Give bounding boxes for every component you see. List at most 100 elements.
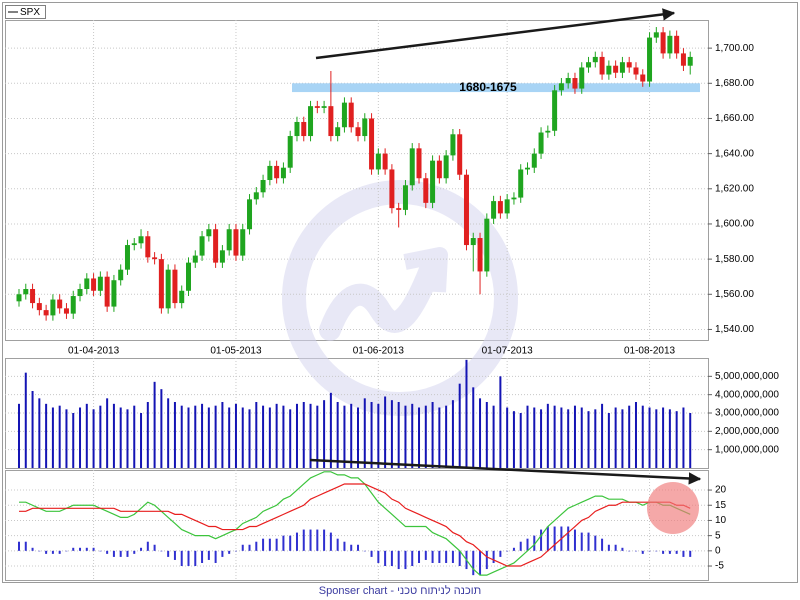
volume-bar: [45, 403, 48, 468]
volume-bar: [92, 409, 95, 468]
volume-bar: [458, 383, 461, 468]
volume-bar: [336, 402, 339, 468]
candle-body: [165, 269, 171, 309]
histogram-bar: [133, 550, 136, 554]
volume-bar: [553, 405, 556, 468]
histogram-bar: [648, 550, 651, 552]
volume-bar: [255, 402, 258, 468]
candle-body: [138, 236, 144, 244]
candle-body: [647, 37, 653, 82]
y-tick-label: 1,640.00: [715, 148, 754, 159]
volume-bar: [18, 403, 20, 468]
volume-bar: [479, 398, 482, 468]
volume-bar: [689, 413, 692, 468]
candle-body: [267, 165, 273, 180]
candle-body: [633, 67, 639, 75]
volume-bar: [160, 389, 163, 468]
histogram-bar: [397, 550, 400, 570]
volume-bar: [214, 405, 217, 468]
histogram-bar: [580, 532, 583, 551]
histogram-bar: [72, 547, 75, 551]
histogram-bar: [350, 544, 353, 551]
candle-body: [409, 148, 415, 186]
candle-body: [70, 296, 76, 314]
candle-body: [687, 56, 693, 66]
volume-bar: [438, 407, 441, 468]
histogram-bar: [92, 547, 95, 551]
y-tick-label: 5,000,000,000: [715, 371, 779, 382]
histogram-bar: [79, 547, 82, 551]
volume-bar: [641, 405, 644, 468]
candle-body: [653, 32, 659, 38]
candle-body: [43, 310, 49, 316]
volume-bar: [370, 402, 373, 468]
volume-bar: [112, 403, 115, 468]
histogram-bar: [418, 550, 421, 563]
histogram-bar: [248, 544, 251, 551]
volume-bar: [540, 409, 543, 468]
histogram-bar: [655, 550, 658, 552]
candle-body: [375, 153, 381, 170]
volume-bar: [262, 405, 265, 468]
volume-bar: [628, 405, 631, 468]
y-tick-label: 5: [715, 530, 721, 541]
volume-bar: [31, 391, 34, 468]
candle-body: [430, 160, 436, 203]
volume-bar: [675, 411, 678, 468]
candle-body: [287, 136, 293, 168]
volume-bar: [533, 407, 536, 468]
histogram-bar: [187, 550, 190, 567]
histogram-bar: [390, 550, 393, 567]
volume-bar: [248, 409, 251, 468]
histogram-bar: [357, 544, 359, 551]
y-tick-label: 1,700.00: [715, 43, 754, 54]
volume-bar: [499, 376, 502, 468]
candle-body: [226, 229, 232, 251]
highlight-circle: [647, 482, 699, 534]
x-tick-label: 01-05-2013: [210, 346, 262, 357]
candle-body: [314, 106, 320, 108]
x-tick-label: 01-07-2013: [482, 346, 534, 357]
candle-body: [565, 78, 571, 84]
candle-body: [301, 121, 307, 137]
volume-bar: [580, 407, 583, 468]
histogram-bar: [45, 550, 48, 554]
candle-body: [667, 35, 673, 54]
candle-body: [355, 127, 361, 137]
histogram-bar: [458, 550, 461, 567]
histogram-bar: [363, 550, 366, 552]
histogram-bar: [302, 529, 305, 551]
trend-arrow: [309, 458, 702, 485]
candle-body: [599, 56, 605, 75]
candle-body: [558, 83, 564, 91]
candle-body: [511, 197, 517, 200]
histogram-bar: [668, 550, 671, 554]
volume-bar: [519, 413, 522, 468]
histogram-bar: [146, 541, 149, 551]
histogram-bar: [512, 547, 515, 551]
histogram-bar: [173, 550, 176, 560]
candle-body: [328, 106, 334, 137]
volume-bar: [180, 405, 183, 468]
histogram-bar: [268, 538, 271, 551]
candle-body: [158, 259, 164, 309]
volume-bar: [72, 413, 75, 468]
candle-body: [450, 134, 456, 156]
candle-body: [552, 90, 558, 131]
candle-body: [253, 192, 259, 200]
volume-bar: [404, 405, 407, 468]
histogram-bar: [336, 538, 339, 551]
histogram-bar: [282, 535, 285, 551]
volume-bar: [241, 407, 244, 468]
histogram-bar: [241, 544, 244, 551]
volume-bar: [201, 403, 204, 468]
histogram-bar: [519, 541, 522, 551]
candle-body: [518, 169, 524, 198]
volume-bar: [173, 402, 176, 468]
histogram-bar: [614, 544, 617, 551]
macd-panel: [5, 470, 709, 581]
watermark: [282, 180, 518, 416]
candle-body: [674, 35, 680, 54]
volume-bar: [607, 413, 610, 468]
candle-body: [186, 262, 191, 291]
